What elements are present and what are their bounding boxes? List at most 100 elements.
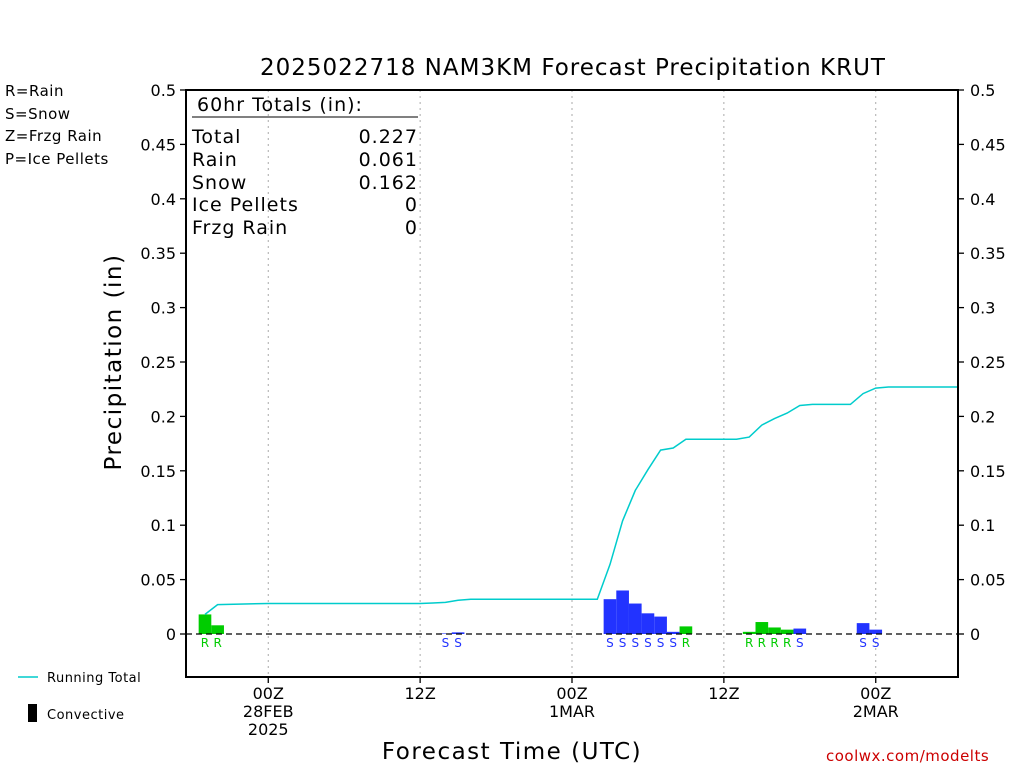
ptype-legend-snow: S=Snow	[5, 105, 71, 123]
y-tick-label: 0.2	[151, 407, 176, 426]
totals-box: 60hr Totals (in): Total 0.227 Rain 0.061…	[191, 94, 418, 239]
x-tick-label: 00Z	[253, 684, 284, 703]
ptype-label: S	[619, 636, 627, 650]
running-total-line	[204, 386, 958, 615]
ptype-label: R	[770, 636, 778, 650]
x-tick-label: 12Z	[404, 684, 435, 703]
x-tick-label: 28FEB	[243, 702, 294, 721]
ptype-label: R	[201, 636, 209, 650]
totals-value-snow: 0.162	[359, 172, 418, 194]
precip-bar	[641, 613, 655, 634]
y-tick-label: 0.15	[140, 462, 176, 481]
grid-lines	[267, 90, 877, 677]
totals-label-total: Total	[191, 126, 241, 148]
y-tick-label: 0.1	[151, 516, 176, 535]
running-total-legend-label: Running Total	[47, 671, 141, 686]
convective-legend-swatch	[28, 704, 37, 722]
precip-bar	[603, 599, 617, 634]
ptype-label: S	[454, 636, 462, 650]
precip-bars	[198, 590, 883, 634]
ptype-label: R	[213, 636, 221, 650]
precip-bar	[666, 631, 680, 634]
credit-link[interactable]: coolwx.com/modelts	[826, 747, 989, 765]
ptype-label: S	[644, 636, 652, 650]
y-tick-label-right: 0.25	[970, 353, 1006, 372]
y-axis-label: Precipitation (in)	[101, 254, 127, 471]
y-tick-label: 0.3	[151, 299, 176, 318]
precip-bar	[742, 631, 756, 634]
ptype-label: S	[442, 636, 450, 650]
chart-title: 2025022718 NAM3KM Forecast Precipitation…	[260, 55, 886, 81]
totals-value-rain: 0.061	[359, 149, 418, 171]
y-tick-label-right: 0.15	[970, 462, 1006, 481]
totals-value-frzg-rain: 0	[405, 217, 418, 239]
totals-label-ice-pellets: Ice Pellets	[192, 194, 299, 216]
ptype-legend-frzg-rain: Z=Frzg Rain	[5, 127, 102, 145]
precip-bar	[439, 633, 452, 634]
x-tick-label: 2MAR	[853, 702, 899, 721]
precip-bar	[869, 629, 883, 634]
precip-bar	[768, 627, 781, 634]
y-tick-label-right: 0.3	[970, 299, 995, 318]
totals-label-snow: Snow	[192, 172, 247, 194]
y-tick-label: 0.05	[140, 571, 176, 590]
ptype-label: R	[682, 636, 690, 650]
x-tick-label: 1MAR	[549, 702, 595, 721]
y-tick-label-right: 0.2	[970, 407, 995, 426]
y-axis-left: 0 0.05 0.1 0.15 0.2 0.25 0.3 0.35 0.4 0.45 0.5	[140, 81, 186, 644]
y-tick-label-right: 0.1	[970, 516, 995, 535]
x-tick-label: 00Z	[860, 684, 891, 703]
y-tick-label-right: 0.5	[970, 81, 995, 100]
precip-bar	[628, 603, 642, 634]
ptype-label: S	[796, 636, 804, 650]
x-tick-label: 00Z	[556, 684, 587, 703]
ptype-label: R	[758, 636, 766, 650]
y-tick-label: 0	[166, 625, 176, 644]
ptype-label: S	[859, 636, 867, 650]
y-tick-label-right: 0	[970, 625, 980, 644]
ptype-label: R	[745, 636, 753, 650]
precip-bar	[793, 628, 807, 634]
y-tick-label: 0.45	[140, 135, 176, 154]
y-tick-label: 0.25	[140, 353, 176, 372]
totals-label-rain: Rain	[192, 149, 238, 171]
y-tick-label: 0.4	[151, 190, 176, 209]
x-tick-label: 2025	[248, 720, 289, 739]
precip-bar	[198, 614, 212, 634]
totals-value-total: 0.227	[359, 126, 418, 148]
y-tick-label-right: 0.4	[970, 190, 995, 209]
totals-label-frzg-rain: Frzg Rain	[192, 217, 288, 239]
y-tick-label-right: 0.45	[970, 135, 1006, 154]
convective-legend-label: Convective	[47, 708, 125, 723]
y-tick-label-right: 0.35	[970, 244, 1006, 263]
precip-bar	[679, 626, 693, 634]
ptype-legend-ice-pellets: P=Ice Pellets	[5, 150, 109, 168]
precip-bar	[755, 622, 769, 634]
bottom-legend: Running Total Convective	[18, 671, 141, 723]
ptype-label: S	[657, 636, 665, 650]
ptype-label: S	[669, 636, 677, 650]
ptype-legend-rain: R=Rain	[5, 82, 64, 100]
y-axis-right: 0 0.05 0.1 0.15 0.2 0.25 0.3 0.35 0.4 0.45 0.5	[958, 81, 1006, 644]
precip-bar	[451, 632, 465, 634]
x-tick-label: 12Z	[708, 684, 739, 703]
ptype-label: S	[872, 636, 880, 650]
precip-bar	[780, 629, 794, 634]
y-tick-label-right: 0.05	[970, 571, 1006, 590]
y-tick-label: 0.5	[151, 81, 176, 100]
totals-header: 60hr Totals (in):	[197, 94, 363, 116]
ptype-label: S	[631, 636, 639, 650]
precip-bar	[211, 625, 224, 634]
y-tick-label: 0.35	[140, 244, 176, 263]
ptype-legend: R=Rain S=Snow Z=Frzg Rain P=Ice Pellets	[5, 82, 109, 168]
ptype-label: R	[783, 636, 791, 650]
precip-bar	[616, 590, 629, 634]
ptype-label: S	[606, 636, 614, 650]
totals-value-ice-pellets: 0	[405, 194, 418, 216]
precip-bar	[856, 623, 870, 634]
precip-bar	[654, 616, 667, 634]
x-axis-label: Forecast Time (UTC)	[382, 739, 642, 765]
